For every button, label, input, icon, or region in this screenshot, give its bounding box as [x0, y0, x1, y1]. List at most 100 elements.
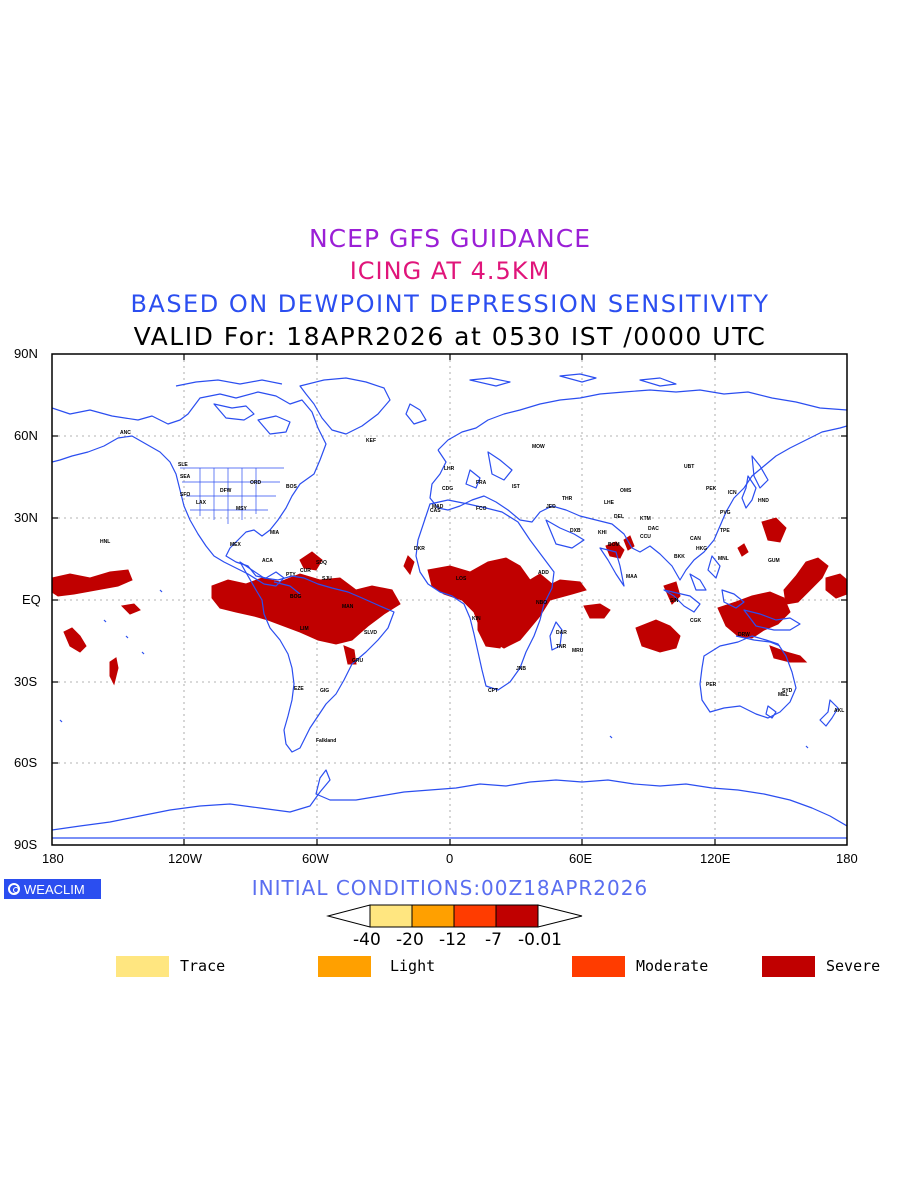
colorbar-swatch-trace [369, 904, 413, 928]
station-label: DEL [614, 514, 624, 520]
station-label: DXB [570, 528, 581, 534]
map-background [52, 354, 847, 845]
lat-label: 60S [14, 755, 38, 770]
station-label: MAA [626, 574, 638, 580]
legend-item-trace: Trace [116, 955, 225, 977]
station-label: PVG [720, 510, 731, 516]
station-label: TPE [720, 528, 730, 534]
station-label: BKK [674, 554, 685, 560]
legend-item-severe: Severe [762, 955, 880, 977]
station-label: CGK [690, 618, 702, 624]
station-label: EZE [294, 686, 304, 692]
station-label: SFO [180, 492, 190, 498]
legend-swatch [116, 955, 169, 977]
world-map: ANC SLE HNL DFW MSY MIA ORD BOS SEA SFO … [51, 353, 848, 846]
station-label: PEK [706, 486, 717, 492]
station-label: CUR [300, 568, 311, 574]
station-label: ACA [262, 558, 273, 564]
lat-label: 90N [14, 346, 38, 361]
lat-label: 90S [14, 837, 38, 852]
initial-conditions: INITIAL CONDITIONS:00Z18APR2026 [251, 876, 649, 900]
station-label: SDQ [316, 560, 327, 566]
station-label: ORD [250, 480, 262, 486]
lon-label: 180 [42, 851, 64, 866]
colorbar-left-arrow [326, 904, 371, 928]
station-label: SIN [670, 598, 679, 604]
station-label: LHE [604, 500, 615, 506]
station-label: DAR [556, 630, 567, 636]
station-label: CPT [488, 688, 498, 694]
lon-label: 120E [700, 851, 731, 866]
station-label: SEA [180, 474, 191, 480]
station-label: MEX [230, 542, 242, 548]
lon-label: 60W [302, 851, 329, 866]
station-label: SLE [178, 462, 188, 468]
station-label: SYD [782, 688, 793, 694]
station-label: GRU [352, 658, 364, 664]
legend-item-moderate: Moderate [572, 955, 708, 977]
legend-label: Light [390, 957, 436, 975]
lon-label: 0 [446, 851, 454, 866]
station-label: ADD [538, 570, 549, 576]
station-label: JNB [516, 666, 526, 672]
station-label: KEF [366, 438, 376, 444]
station-label: ICN [728, 490, 737, 496]
coastlines [52, 373, 847, 839]
axis-ticks [52, 354, 847, 845]
station-label: KHI [598, 530, 607, 536]
colorbar-swatch-light [411, 904, 455, 928]
colorbar-tick-label: -12 [439, 930, 467, 950]
legend-label: Moderate [636, 957, 709, 975]
station-label: MSY [236, 506, 248, 512]
station-label: CAN [690, 536, 701, 542]
station-label: AKL [834, 708, 844, 714]
legend-swatch [572, 955, 625, 977]
legend-swatch [318, 955, 371, 977]
station-label: FRA [476, 480, 487, 486]
lat-label: 60N [14, 428, 38, 443]
station-label: PER [706, 682, 717, 688]
station-label: IST [512, 484, 520, 490]
station-label: TNR [556, 644, 567, 650]
legend-label: Trace [180, 957, 226, 975]
station-label: SLVD [364, 630, 377, 636]
station-label: OMS [620, 488, 632, 494]
legend-item-light: Light [318, 955, 435, 977]
severe-icing-areas [52, 517, 847, 686]
station-label: DAC [648, 526, 659, 532]
station-label: ANC [120, 430, 131, 436]
colorbar-tick-label: -40 [353, 930, 381, 950]
station-label: CDG [442, 486, 453, 492]
legend-label: Severe [826, 957, 881, 975]
station-label: UBT [684, 464, 694, 470]
station-label: LOS [456, 576, 467, 582]
station-label: MIA [270, 530, 280, 536]
station-label: MOW [532, 444, 545, 450]
station-label: MAN [342, 604, 354, 610]
station-label: KTM [640, 516, 651, 522]
station-label: LIM [300, 626, 309, 632]
station-label: BOS [286, 484, 298, 490]
station-label: NBO [536, 600, 547, 606]
station-label: HND [758, 498, 769, 504]
logo-icon [8, 883, 20, 895]
legend-swatch [762, 955, 815, 977]
lon-label: 120W [168, 851, 202, 866]
colorbar-tick-label: -20 [396, 930, 424, 950]
station-label: FCO [476, 506, 487, 512]
station-label: MRU [572, 648, 584, 654]
colorbar-right-arrow [537, 904, 583, 928]
colorbar-swatch-severe [495, 904, 539, 928]
station-label: LAX [196, 500, 207, 506]
station-label: SJU [322, 576, 332, 582]
station-label: DRW [738, 632, 750, 638]
station-label: THR [562, 496, 573, 502]
colorbar-tick-label: -7 [485, 930, 502, 950]
lat-label: 30S [14, 674, 38, 689]
station-label: CCU [640, 534, 651, 540]
title-line-2: ICING AT 4.5KM [349, 257, 551, 285]
station-labels: ANC SLE HNL DFW MSY MIA ORD BOS SEA SFO … [100, 430, 844, 744]
gridlines [52, 354, 847, 845]
station-label: LHR [444, 466, 455, 472]
station-label: MEL [778, 692, 789, 698]
